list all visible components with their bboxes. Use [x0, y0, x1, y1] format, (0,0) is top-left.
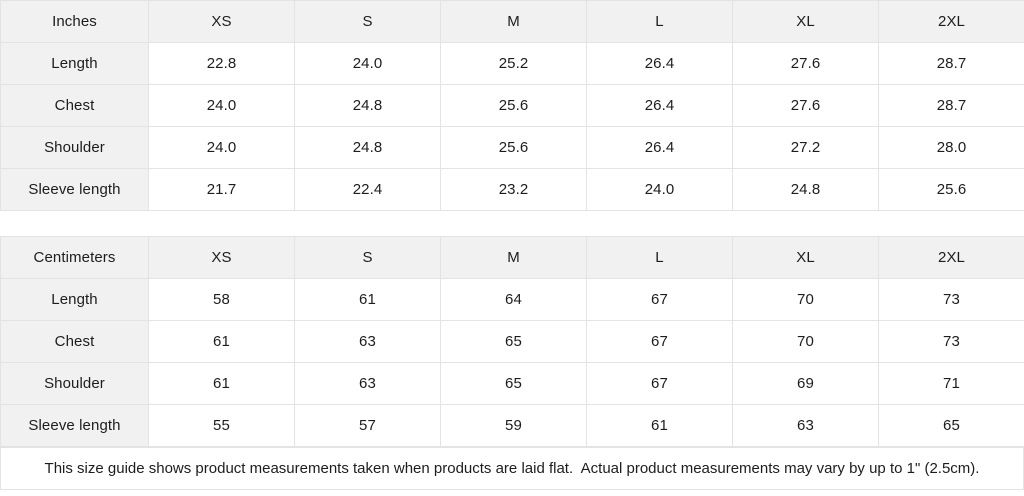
row-label: Shoulder [0, 362, 149, 405]
size-value-cell: 73 [878, 278, 1024, 321]
row-label: Shoulder [0, 126, 149, 169]
size-column-header: XS [148, 0, 295, 43]
size-value-cell: 22.4 [294, 168, 441, 211]
size-value-cell: 61 [586, 404, 733, 447]
size-value-cell: 58 [148, 278, 295, 321]
size-value-cell: 27.6 [732, 42, 879, 85]
size-guide-disclaimer: This size guide shows product measuremen… [0, 447, 1024, 490]
size-value-cell: 28.7 [878, 84, 1024, 127]
size-value-cell: 24.8 [294, 126, 441, 169]
measurement-row: Sleeve length 55 57 59 61 63 65 [0, 404, 1024, 447]
size-value-cell: 65 [440, 320, 587, 363]
size-value-cell: 25.6 [440, 126, 587, 169]
size-value-cell: 24.8 [732, 168, 879, 211]
size-value-cell: 27.2 [732, 126, 879, 169]
size-value-cell: 61 [148, 362, 295, 405]
row-label: Length [0, 278, 149, 321]
size-value-cell: 28.0 [878, 126, 1024, 169]
size-column-header: M [440, 0, 587, 43]
measurement-row: Sleeve length 21.7 22.4 23.2 24.0 24.8 25.6 [0, 168, 1024, 211]
size-value-cell: 70 [732, 320, 879, 363]
row-label: Chest [0, 84, 149, 127]
measurement-row: Shoulder 24.0 24.8 25.6 26.4 27.2 28.0 [0, 126, 1024, 169]
size-value-cell: 67 [586, 278, 733, 321]
size-value-cell: 55 [148, 404, 295, 447]
measurement-row: Shoulder 61 63 65 67 69 71 [0, 362, 1024, 405]
size-value-cell: 67 [586, 362, 733, 405]
size-value-cell: 27.6 [732, 84, 879, 127]
unit-header-cell: Inches [0, 0, 149, 43]
size-value-cell: 63 [294, 362, 441, 405]
measurement-row: Length 58 61 64 67 70 73 [0, 278, 1024, 321]
size-value-cell: 22.8 [148, 42, 295, 85]
size-value-cell: 64 [440, 278, 587, 321]
size-column-header: XS [148, 236, 295, 279]
size-column-header: S [294, 236, 441, 279]
size-value-cell: 61 [294, 278, 441, 321]
size-value-cell: 67 [586, 320, 733, 363]
size-value-cell: 24.0 [294, 42, 441, 85]
size-value-cell: 26.4 [586, 126, 733, 169]
size-value-cell: 73 [878, 320, 1024, 363]
size-column-header: M [440, 236, 587, 279]
size-value-cell: 69 [732, 362, 879, 405]
size-value-cell: 25.6 [440, 84, 587, 127]
size-value-cell: 21.7 [148, 168, 295, 211]
size-value-cell: 61 [148, 320, 295, 363]
size-value-cell: 57 [294, 404, 441, 447]
row-label: Chest [0, 320, 149, 363]
measurement-row: Length 22.8 24.0 25.2 26.4 27.6 28.7 [0, 42, 1024, 85]
size-value-cell: 63 [732, 404, 879, 447]
size-value-cell: 23.2 [440, 168, 587, 211]
size-value-cell: 25.6 [878, 168, 1024, 211]
size-column-header: L [586, 236, 733, 279]
row-label: Sleeve length [0, 168, 149, 211]
size-value-cell: 71 [878, 362, 1024, 405]
centimeters-table: Centimeters XS S M L XL 2XL Length 58 61 64 67 70 73 C… [0, 236, 1024, 447]
inches-table: Inches XS S M L XL 2XL Length 22.8 24.0 25.2 26.4 27… [0, 0, 1024, 211]
size-column-header: 2XL [878, 236, 1024, 279]
size-column-header: S [294, 0, 441, 43]
unit-header-cell: Centimeters [0, 236, 149, 279]
size-value-cell: 24.0 [148, 126, 295, 169]
size-value-cell: 65 [440, 362, 587, 405]
size-value-cell: 24.0 [586, 168, 733, 211]
size-value-cell: 70 [732, 278, 879, 321]
size-value-cell: 28.7 [878, 42, 1024, 85]
size-column-header: 2XL [878, 0, 1024, 43]
size-value-cell: 26.4 [586, 84, 733, 127]
row-label: Sleeve length [0, 404, 149, 447]
size-value-cell: 65 [878, 404, 1024, 447]
size-column-header: XL [732, 236, 879, 279]
size-value-cell: 59 [440, 404, 587, 447]
measurement-row: Chest 24.0 24.8 25.6 26.4 27.6 28.7 [0, 84, 1024, 127]
size-column-header: XL [732, 0, 879, 43]
measurement-row: Chest 61 63 65 67 70 73 [0, 320, 1024, 363]
table-gap [0, 211, 1024, 236]
row-label: Length [0, 42, 149, 85]
size-value-cell: 25.2 [440, 42, 587, 85]
size-value-cell: 24.8 [294, 84, 441, 127]
size-column-header: L [586, 0, 733, 43]
size-value-cell: 24.0 [148, 84, 295, 127]
size-value-cell: 26.4 [586, 42, 733, 85]
size-value-cell: 63 [294, 320, 441, 363]
header-row: Centimeters XS S M L XL 2XL [0, 236, 1024, 279]
header-row: Inches XS S M L XL 2XL [0, 0, 1024, 43]
